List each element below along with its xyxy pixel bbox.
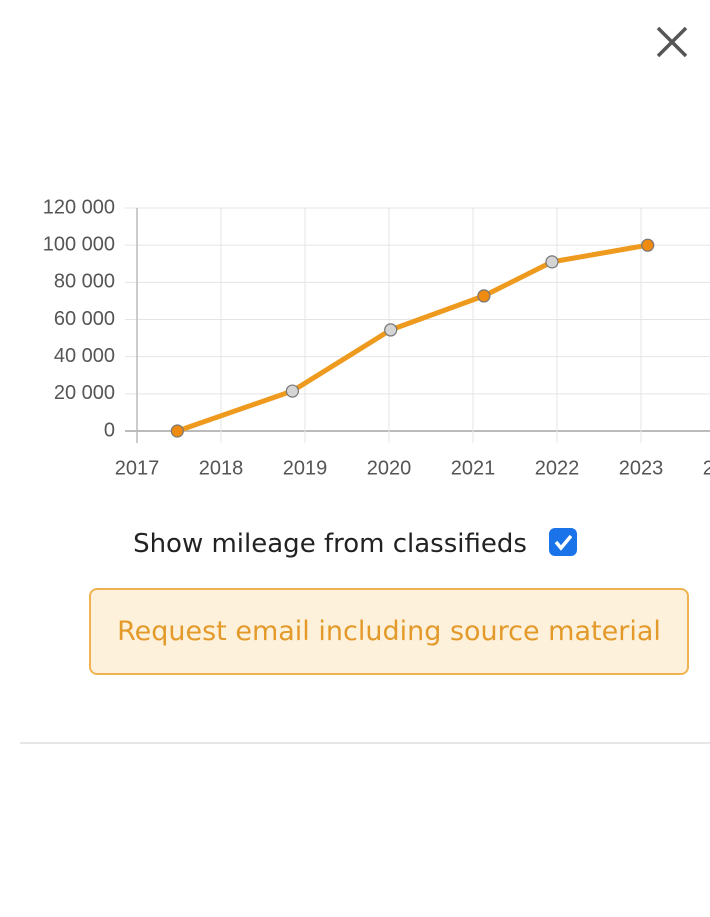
x-tick-label: 2022	[535, 457, 580, 479]
point	[545, 255, 559, 269]
chart: 0 20 000 40 000 60 000 80 000 100 000 120 000 2…	[43, 196, 710, 479]
divider	[20, 742, 710, 744]
point	[477, 289, 491, 303]
x-tick-label: 2024	[703, 457, 710, 479]
y-tick-label: 60 000	[54, 308, 115, 330]
y-tick-label: 40 000	[54, 345, 115, 367]
checkbox[interactable]	[548, 528, 577, 556]
y-tick-label: 0	[104, 419, 115, 441]
x-tick-label: 2023	[619, 457, 664, 479]
x-tick-label: 2018	[199, 457, 244, 479]
y-tick-label: 80 000	[54, 271, 115, 293]
y-tick-label: 100 000	[43, 233, 115, 255]
y-tick-label: 120 000	[43, 196, 115, 218]
x-tick-label: 2021	[451, 457, 496, 479]
close-button[interactable]	[654, 24, 690, 60]
y-tick-label: 20 000	[54, 382, 115, 404]
x-tick-label: 2020	[367, 457, 412, 479]
line	[176, 242, 649, 434]
point	[285, 384, 299, 398]
x-tick-label: 2019	[283, 457, 328, 479]
point	[170, 424, 184, 438]
request-email-button[interactable]: Request email including source material	[89, 588, 689, 675]
classifieds-toggle[interactable]: Show mileage from classifieds	[0, 528, 710, 559]
checkbox-label: Show mileage from classifieds	[133, 529, 527, 559]
x-tick-label: 2017	[115, 457, 160, 479]
point	[641, 238, 655, 252]
point	[384, 323, 398, 337]
